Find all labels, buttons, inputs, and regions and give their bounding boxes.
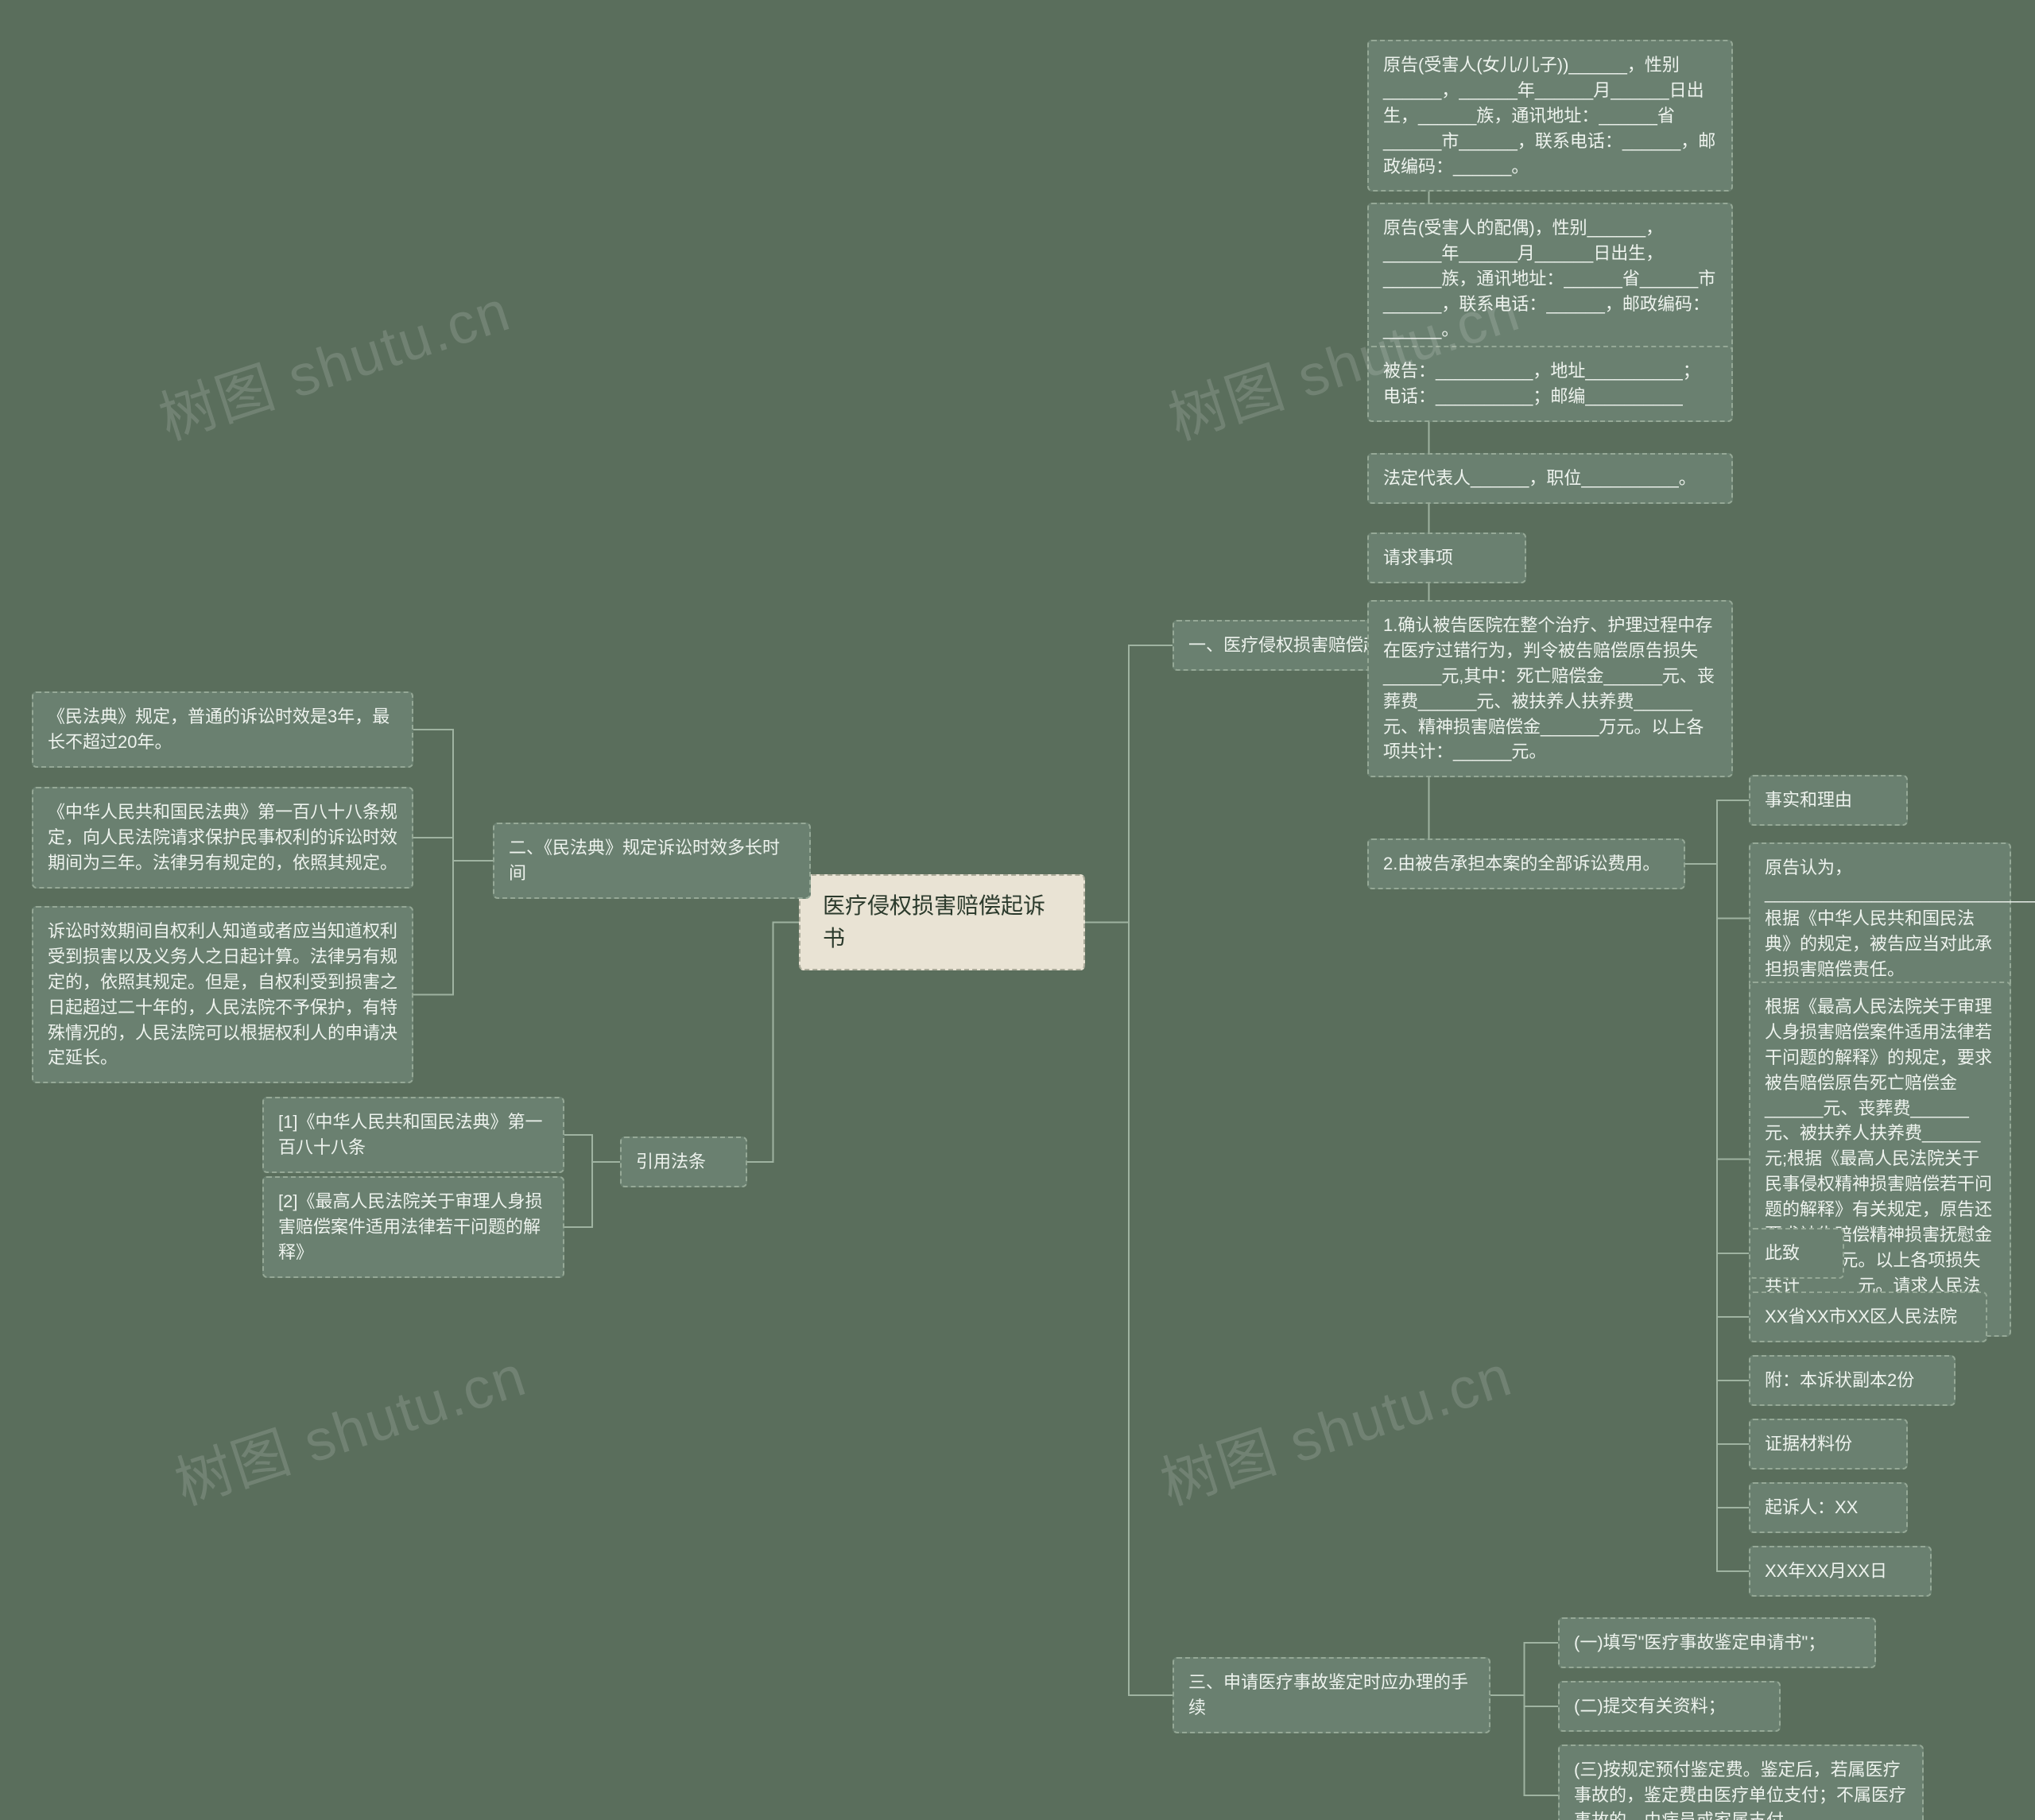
mindmap-node: 法定代表人______，职位__________。 bbox=[1367, 453, 1733, 504]
mindmap-node: 1.确认被告医院在整个治疗、护理过程中存在医疗过错行为，判令被告赔偿原告损失__… bbox=[1367, 600, 1733, 777]
mindmap-node: 二、《民法典》规定诉讼时效多长时间 bbox=[493, 823, 811, 899]
mindmap-node: 《民法典》规定，普通的诉讼时效是3年，最长不超过20年。 bbox=[32, 691, 413, 768]
mindmap-node: 证据材料份 bbox=[1749, 1419, 1908, 1470]
mindmap-node: 根据《最高人民法院关于审理人身损害赔偿案件适用法律若干问题的解释》的规定，要求被… bbox=[1749, 982, 2011, 1337]
mindmap-node: (三)按规定预付鉴定费。鉴定后，若属医疗事故的，鉴定费由医疗单位支付；不属医疗事… bbox=[1558, 1744, 1924, 1820]
mindmap-node: 2.由被告承担本案的全部诉讼费用。 bbox=[1367, 838, 1685, 889]
mindmap-node: 原告认为，___________________________________… bbox=[1749, 842, 2011, 994]
mindmap-node: 引用法条 bbox=[620, 1137, 747, 1187]
mindmap-node: XX省XX市XX区人民法院 bbox=[1749, 1291, 1987, 1342]
mindmap-node: 起诉人：XX bbox=[1749, 1482, 1908, 1533]
mindmap-node: 此致 bbox=[1749, 1228, 1844, 1279]
watermark: 树图 shutu.cn bbox=[147, 264, 519, 455]
mindmap-node: 请求事项 bbox=[1367, 532, 1526, 583]
mindmap-node: (一)填写"医疗事故鉴定申请书"； bbox=[1558, 1617, 1876, 1668]
mindmap-node: XX年XX月XX日 bbox=[1749, 1546, 1932, 1597]
mindmap-node: 《中华人民共和国民法典》第一百八十八条规定，向人民法院请求保护民事权利的诉讼时效… bbox=[32, 787, 413, 889]
mindmap-node: 事实和理由 bbox=[1749, 775, 1908, 826]
watermark: 树图 shutu.cn bbox=[1149, 1329, 1521, 1520]
watermark: 树图 shutu.cn bbox=[163, 1329, 535, 1520]
mindmap-node: 诉讼时效期间自权利人知道或者应当知道权利受到损害以及义务人之日起计算。法律另有规… bbox=[32, 906, 413, 1083]
mindmap-node: 原告(受害人(女儿/儿子))______，性别______，______年___… bbox=[1367, 40, 1733, 192]
mindmap-node: 附：本诉状副本2份 bbox=[1749, 1355, 1956, 1406]
root-node: 医疗侵权损害赔偿起诉书 bbox=[799, 874, 1085, 970]
mindmap-node: 三、申请医疗事故鉴定时应办理的手续 bbox=[1173, 1657, 1490, 1733]
mindmap-node: 被告：__________，地址__________；电话：__________… bbox=[1367, 346, 1733, 422]
mindmap-node: [2]《最高人民法院关于审理人身损害赔偿案件适用法律若干问题的解释》 bbox=[262, 1176, 564, 1278]
mindmap-node: 原告(受害人的配偶)，性别______，______年______月______… bbox=[1367, 203, 1733, 354]
mindmap-node: (二)提交有关资料； bbox=[1558, 1681, 1781, 1732]
mindmap-node: [1]《中华人民共和国民法典》第一百八十八条 bbox=[262, 1097, 564, 1173]
